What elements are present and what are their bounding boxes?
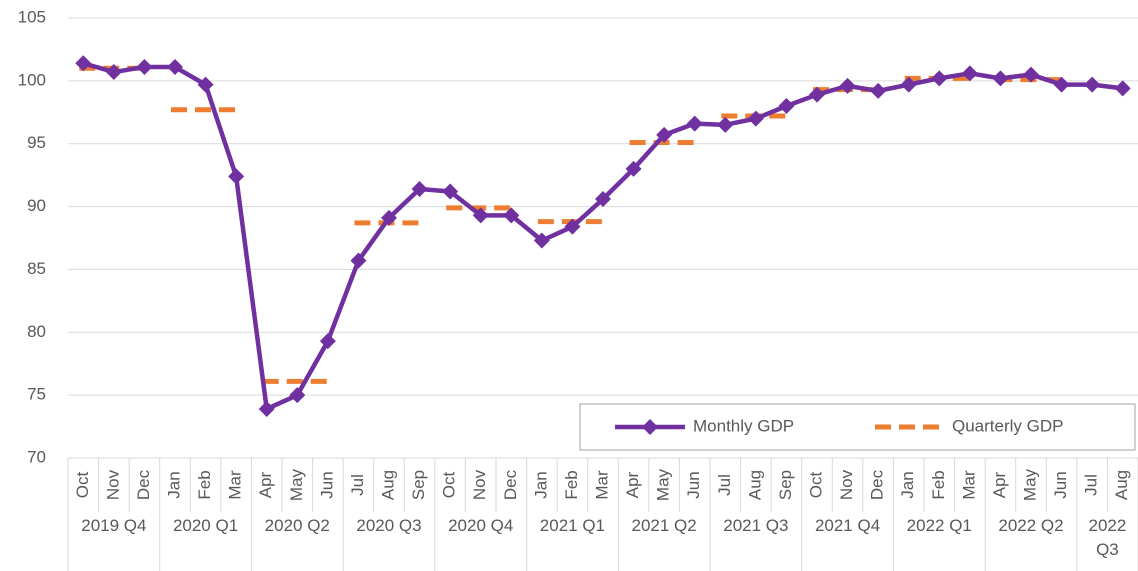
x-tick-label: Feb [929,470,948,499]
monthly-marker [75,55,92,72]
x-tick-label: Dec [868,469,887,500]
x-tick-label: Jan [898,471,917,498]
quarter-label: 2020 Q3 [356,516,422,535]
x-tick-label: Apr [623,471,642,498]
y-tick-label: 70 [27,447,46,466]
x-tick-label: Feb [195,470,214,499]
monthly-marker [595,191,611,208]
quarter-label: 2022 Q3 [1088,516,1127,559]
x-tick-label: Jun [1051,471,1070,498]
x-tick-label: Jan [164,471,183,498]
x-tick-label: Mar [592,470,611,500]
quarter-label: 2019 Q4 [81,516,147,535]
monthly-marker [656,126,673,143]
monthly-marker [381,209,397,226]
monthly-marker [319,333,336,350]
monthly-marker [747,110,764,127]
x-tick-label: Aug [1112,470,1131,500]
monthly-marker [167,59,183,76]
x-tick-label: Mar [226,470,245,500]
y-tick-label: 80 [27,322,46,341]
x-tick-label: Jul [348,474,367,496]
x-tick-label: May [654,468,673,501]
quarter-label: 2020 Q2 [264,516,330,535]
legend-label: Monthly GDP [693,416,794,435]
x-tick-label: May [287,468,306,501]
x-tick-label: Sep [776,470,795,500]
quarter-label: 2021 Q2 [631,516,697,535]
monthly-marker [564,218,581,235]
x-tick-label: Jul [715,474,734,496]
legend-label: Quarterly GDP [952,416,1063,435]
x-tick-label: Nov [470,469,489,500]
monthly-marker [503,207,520,224]
y-tick-label: 100 [18,70,46,89]
monthly-marker [289,387,306,404]
legend-swatch-marker [642,419,658,435]
x-tick-label: Dec [501,469,520,500]
monthly-marker [258,400,275,417]
monthly-marker [442,183,459,200]
x-tick-label: Oct [440,472,459,499]
monthly-marker [350,252,367,269]
quarter-label: 2020 Q4 [448,516,514,535]
y-tick-label: 90 [27,196,46,215]
monthly-marker [197,76,214,93]
monthly-marker [228,168,245,185]
monthly-marker [839,77,856,94]
monthly-marker [136,59,153,76]
monthly-marker [900,76,917,93]
monthly-marker [1023,66,1039,83]
x-tick-label: Apr [256,471,275,498]
x-tick-label: Dec [134,469,153,500]
x-tick-label: Mar [959,470,978,500]
x-tick-label: Feb [562,470,581,499]
monthly-marker [809,86,825,103]
monthly-marker [533,232,550,249]
x-tick-label: Jun [684,471,703,498]
y-tick-label: 75 [27,385,46,404]
monthly-marker [870,82,887,99]
quarter-label: 2020 Q1 [172,516,239,535]
monthly-marker [1084,76,1101,93]
x-tick-label: Jul [1082,474,1101,496]
y-tick-label: 95 [27,133,46,152]
x-tick-label: Nov [103,469,122,500]
x-tick-label: Jan [531,471,550,498]
quarter-label: 2022 Q2 [998,516,1064,535]
y-tick-label: 105 [18,7,46,26]
x-tick-label: Oct [73,472,92,499]
x-tick-label: Nov [837,469,856,500]
monthly-marker [778,98,795,114]
x-tick-label: Oct [806,472,825,499]
monthly-marker [1114,80,1131,97]
monthly-marker [472,207,489,224]
monthly-marker [961,65,978,82]
monthly-line [82,61,1123,412]
monthly-marker [625,160,642,177]
x-tick-label: Aug [378,470,397,500]
x-tick-label: Apr [990,471,1009,498]
monthly-marker [686,115,703,132]
x-tick-label: Jun [317,471,336,498]
monthly-marker [992,70,1009,87]
y-tick-label: 85 [27,259,46,278]
monthly-marker [105,64,122,81]
x-tick-label: Aug [745,470,764,500]
quarter-label: 2021 Q1 [539,516,606,535]
x-tick-label: Sep [409,470,428,500]
quarter-label: 2021 Q4 [814,516,881,535]
x-tick-label: May [1020,468,1039,501]
monthly-marker [931,70,948,87]
monthly-marker [1053,76,1070,93]
monthly-marker [411,180,428,197]
quarter-label: 2022 Q1 [906,516,972,535]
quarter-label: 2021 Q3 [723,516,789,535]
monthly-marker [717,116,734,133]
